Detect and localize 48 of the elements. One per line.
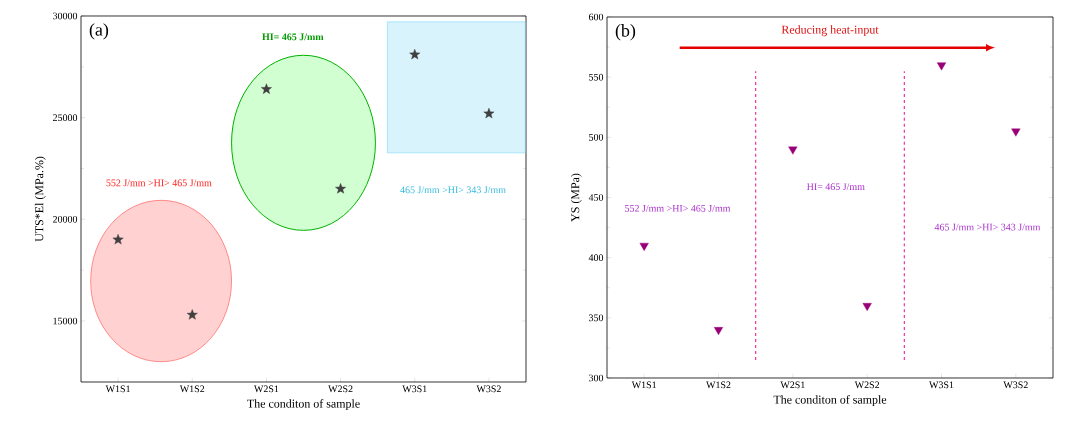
y-tick-label: 550 (589, 73, 604, 81)
y-axis-title: UTS*El (MPa.%) (34, 156, 46, 242)
x-axis-title: The conditon of sample (247, 399, 360, 411)
point (186, 309, 198, 320)
annotation: Reducing heat-input (781, 25, 879, 37)
x-axis-title: The conditon of sample (773, 395, 887, 407)
point (713, 327, 724, 336)
x-tick-label: W2S2 (854, 381, 880, 389)
x-tick-label: W1S1 (105, 385, 130, 393)
point (639, 242, 649, 251)
y-tick-label: 350 (589, 314, 604, 322)
y-tick-label: 400 (588, 254, 604, 262)
annotation: 465 J/mm >HI> 343 J/mm (400, 186, 506, 194)
y-axis-title: YS (MPa) (570, 173, 582, 222)
point (862, 303, 872, 311)
point (409, 48, 421, 60)
y-tick-label: 25000 (53, 114, 78, 122)
point (788, 146, 798, 155)
x-tick-label: W1S1 (631, 381, 657, 389)
y-tick-label: 15000 (53, 317, 78, 325)
point (112, 233, 124, 245)
y-tick-label: 20000 (53, 215, 78, 223)
x-tick-label: W2S1 (253, 385, 279, 393)
annotation: 552 J/mm >HI> 465 J/mm (625, 204, 731, 212)
x-tick-label: W3S2 (476, 385, 501, 393)
chart-title: (b) (615, 24, 636, 41)
annotation: HI= 465 J/mm (806, 183, 865, 191)
annotation: 552 J/mm >HI> 465 J/mm (106, 179, 212, 187)
x-tick-label: W1S2 (706, 381, 731, 389)
y-tick-label: 450 (588, 194, 604, 201)
x-tick-label: W3S2 (1003, 381, 1028, 389)
x-tick-label: W2S2 (328, 385, 353, 393)
x-tick-label: W3S1 (929, 381, 954, 389)
y-tick-label: 500 (589, 133, 604, 141)
chart-title: (a) (89, 23, 109, 40)
x-tick-label: W2S1 (780, 381, 805, 389)
y-tick-label: 30000 (53, 12, 78, 20)
point (483, 107, 495, 119)
point (1011, 128, 1021, 137)
y-tick-label: 300 (589, 374, 604, 382)
annotation: HI= 465 J/mm (262, 33, 324, 41)
point (260, 83, 272, 94)
x-tick-label: W1S2 (179, 385, 205, 393)
y-tick-label: 600 (588, 13, 604, 21)
annotation: 465 J/mm >HI> 343 J/mm (934, 223, 1041, 231)
point (335, 183, 347, 194)
point (936, 62, 947, 71)
x-tick-label: W3S1 (402, 385, 427, 393)
